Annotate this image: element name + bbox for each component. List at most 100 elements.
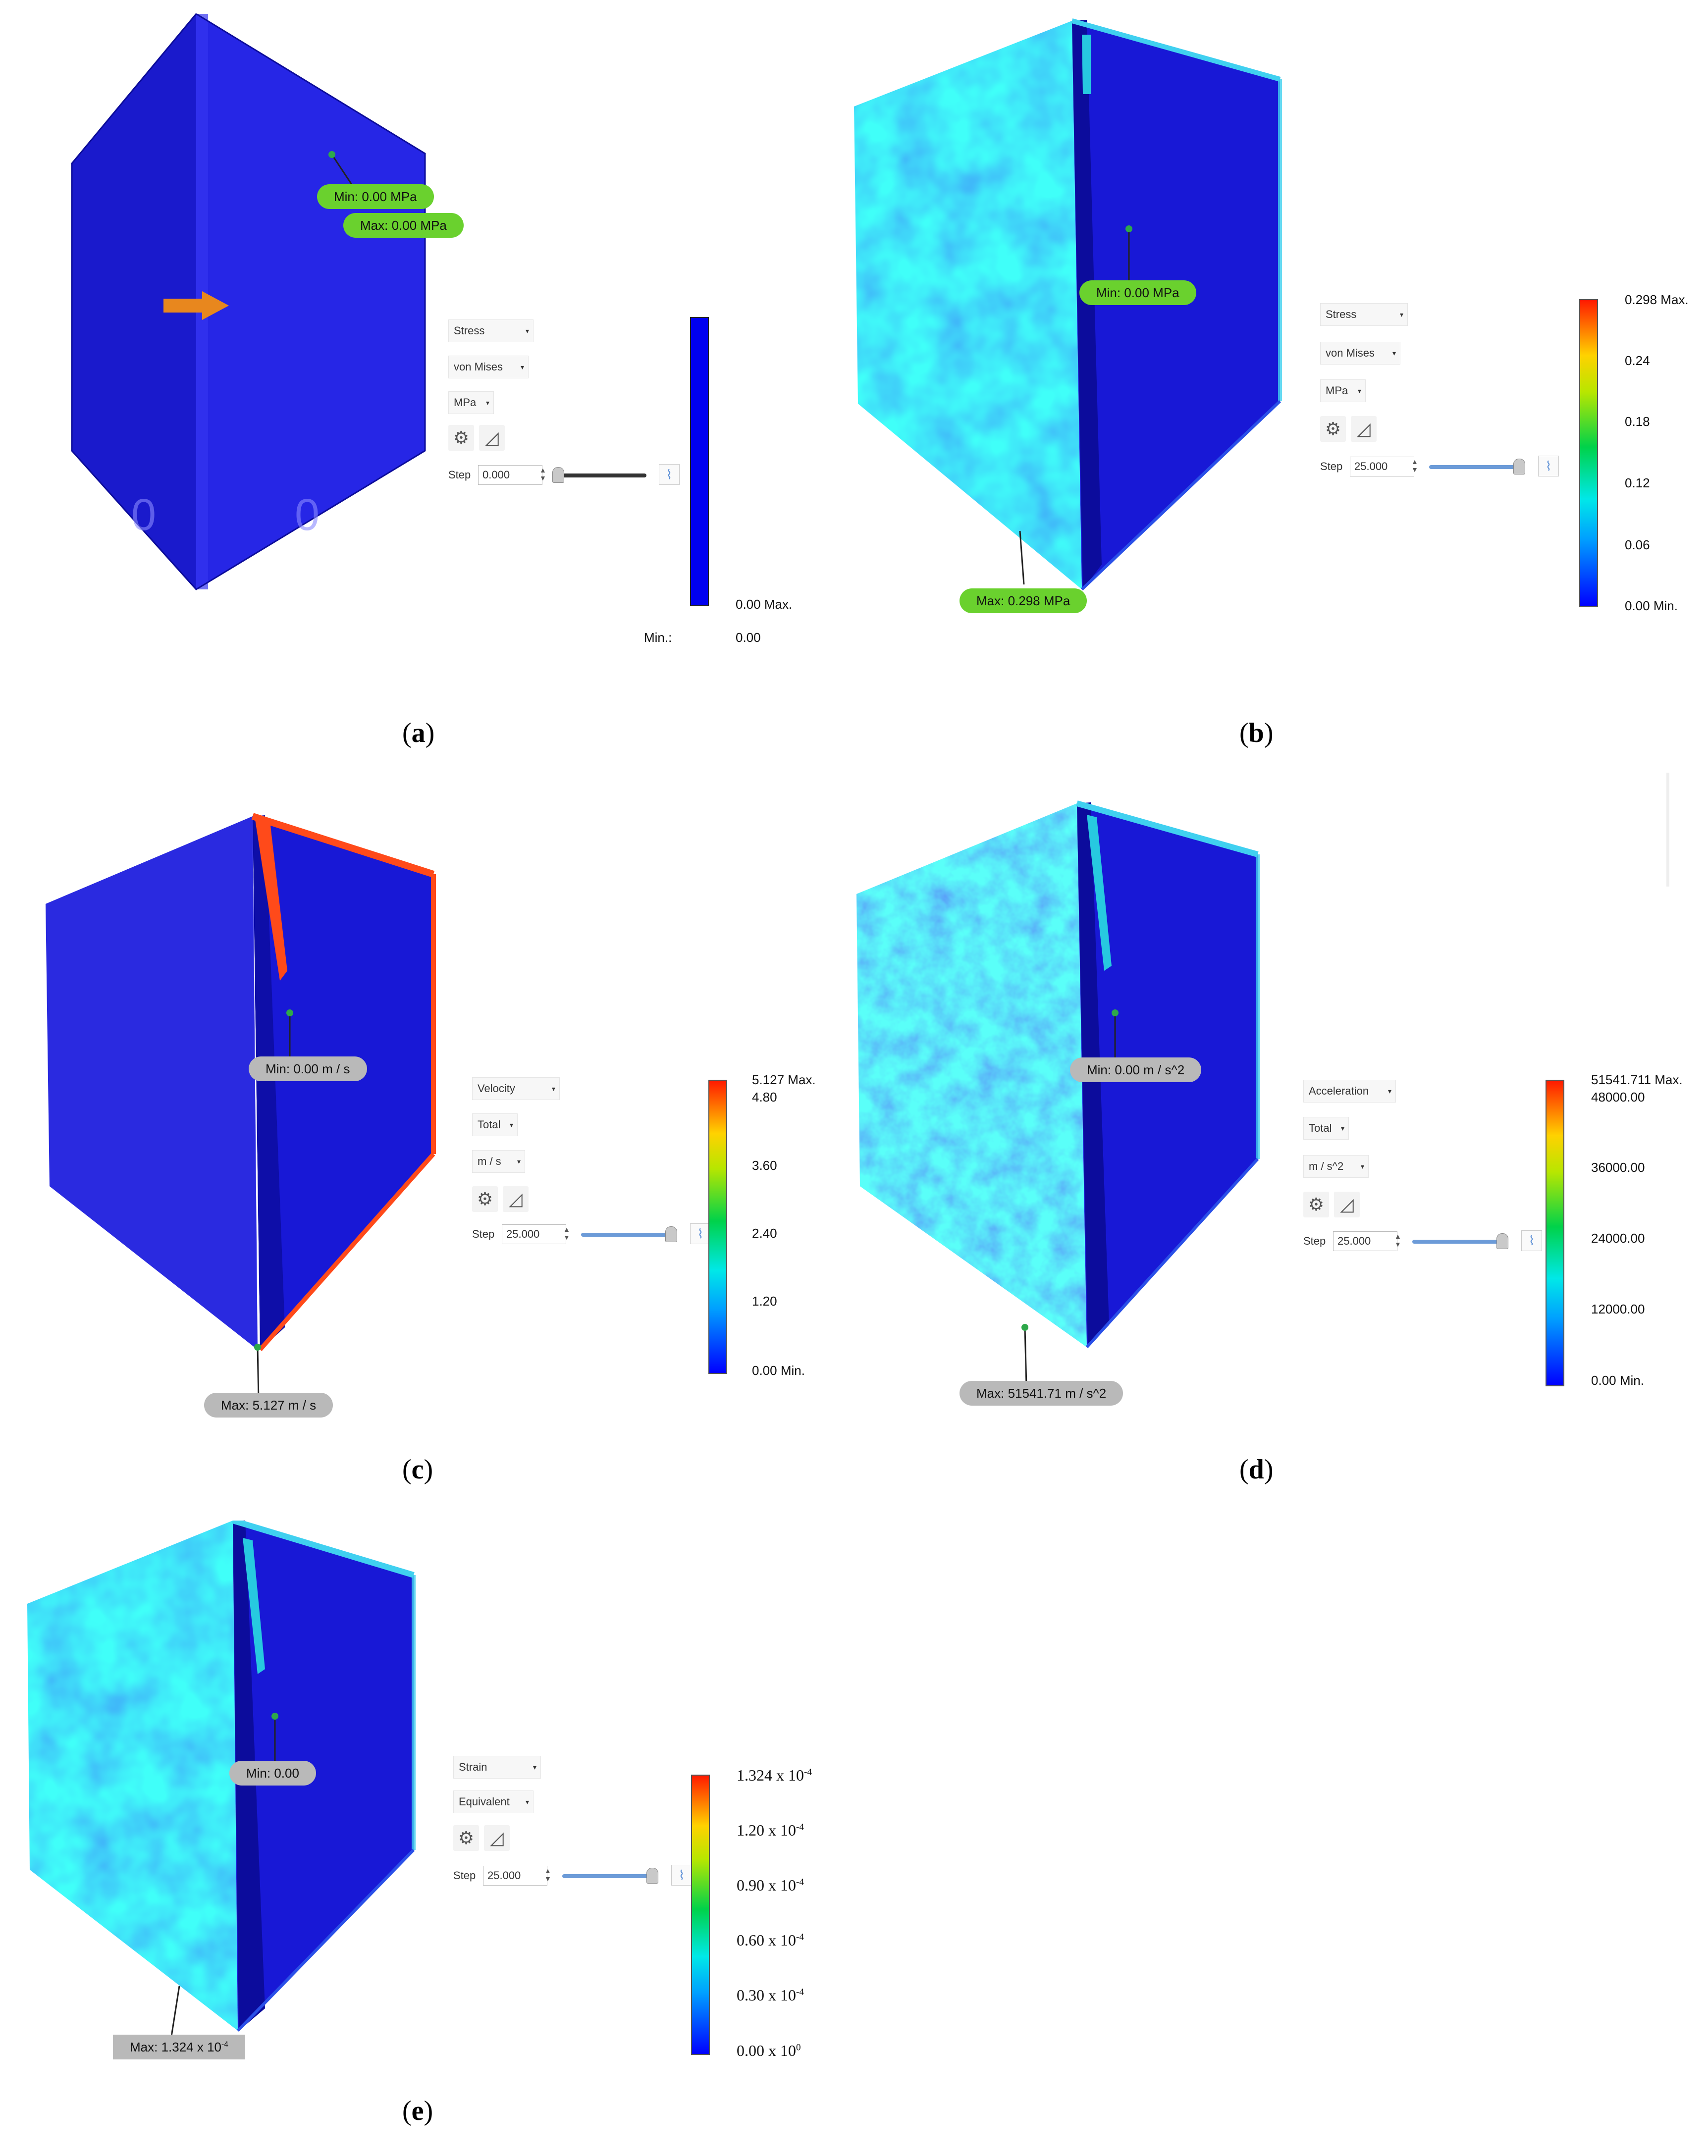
min-value-tag: Min: 0.00	[229, 1761, 316, 1786]
chevron-down-icon: ▾	[1388, 1087, 1391, 1095]
unit-dropdown[interactable]: MPa ▾	[448, 391, 494, 414]
tool-icons: ⚙ ◿	[472, 1186, 534, 1212]
chevron-down-icon: ▾	[517, 1157, 521, 1165]
section-icon[interactable]: ◿	[479, 425, 505, 451]
chevron-down-icon: ▾	[485, 399, 489, 407]
step-slider-handle[interactable]	[552, 467, 564, 483]
step-slider[interactable]	[1429, 465, 1518, 469]
component-dropdown[interactable]: von Mises ▾	[1320, 342, 1400, 365]
step-slider-handle[interactable]	[1513, 459, 1525, 474]
section-icon[interactable]: ◿	[503, 1186, 529, 1212]
step-spinner[interactable]: ▲ ▼	[563, 1225, 570, 1241]
unit-dropdown[interactable]: MPa ▾	[1320, 379, 1366, 402]
model-view-c[interactable]	[0, 763, 854, 1426]
model-view-e[interactable]	[0, 1521, 854, 2075]
step-spinner[interactable]: ▲ ▼	[1394, 1232, 1401, 1248]
result-type-dropdown[interactable]: Stress ▾	[1320, 303, 1408, 326]
legend-label: 3.60	[752, 1158, 777, 1173]
panel-c: Min: 0.00 m / s Max: 5.127 m / s Velocit…	[0, 763, 854, 1521]
model-view-d[interactable]	[854, 763, 1708, 1426]
model-view-a[interactable]: 0 0	[0, 0, 854, 654]
step-slider[interactable]	[581, 1233, 670, 1237]
gear-icon[interactable]: ⚙	[1303, 1192, 1329, 1217]
step-input[interactable]: 25.000	[1333, 1231, 1397, 1251]
graph-icon[interactable]: ⌇	[1538, 456, 1559, 476]
step-slider-handle[interactable]	[665, 1226, 677, 1242]
tool-icons: ⚙ ◿	[448, 425, 510, 451]
min-value-tag: Min: 0.00 m / s	[249, 1056, 367, 1081]
chevron-down-icon: ▾	[551, 1085, 555, 1093]
graph-icon[interactable]: ⌇	[671, 1865, 692, 1886]
panel-e: Min: 0.00 Max: 1.324 x 10-4 Strain ▾ Equi…	[0, 1521, 854, 2156]
legend-label: 0.00 x 100	[737, 2042, 801, 2059]
model-view-b[interactable]	[854, 0, 1708, 654]
legend-label: 0.00 Min.	[1591, 1373, 1644, 1388]
max-value-tag: Max: 0.298 MPa	[960, 588, 1087, 613]
result-type-dropdown[interactable]: Velocity ▾	[472, 1077, 560, 1100]
legend-label: 1.20	[752, 1294, 777, 1309]
gear-icon[interactable]: ⚙	[1320, 416, 1346, 442]
result-type-dropdown[interactable]: Stress ▾	[448, 319, 534, 342]
graph-icon[interactable]: ⌇	[1521, 1230, 1542, 1251]
step-slider[interactable]	[1412, 1240, 1501, 1244]
step-slider-handle[interactable]	[1496, 1233, 1508, 1249]
section-icon[interactable]: ◿	[1351, 416, 1377, 442]
step-slider[interactable]	[557, 473, 646, 477]
panel-caption: (c)	[402, 1454, 433, 1485]
step-input[interactable]: 25.000	[1350, 457, 1414, 476]
step-slider-handle[interactable]	[646, 1868, 658, 1884]
legend-label: 5.127 Max.	[752, 1072, 816, 1087]
panel-b: Min: 0.00 MPa Max: 0.298 MPa Stress ▾ von…	[854, 0, 1708, 763]
color-legend	[691, 1775, 710, 2055]
step-control: Step 25.000 ▲ ▼ ⌇	[1303, 1230, 1542, 1252]
legend-label: 12000.00	[1591, 1302, 1645, 1316]
step-spinner[interactable]: ▲ ▼	[1411, 458, 1418, 473]
step-input[interactable]: 25.000	[502, 1224, 566, 1244]
legend-label: 51541.711 Max.	[1591, 1072, 1683, 1087]
gear-icon[interactable]: ⚙	[472, 1186, 498, 1212]
chevron-down-icon: ▾	[533, 1763, 536, 1771]
legend-label: 0.06	[1625, 537, 1650, 552]
chevron-down-icon: ▾	[525, 327, 529, 335]
component-dropdown[interactable]: von Mises ▾	[448, 356, 529, 378]
graph-icon[interactable]: ⌇	[690, 1223, 711, 1244]
component-dropdown[interactable]: Total ▾	[1303, 1117, 1349, 1140]
legend-label: 48000.00	[1591, 1090, 1645, 1104]
graph-icon[interactable]: ⌇	[659, 464, 680, 485]
chevron-down-icon: ▾	[1340, 1124, 1344, 1132]
step-input[interactable]: 25.000	[483, 1866, 547, 1886]
chevron-down-icon: ▾	[509, 1121, 513, 1129]
svg-text:0: 0	[295, 490, 320, 540]
section-icon[interactable]: ◿	[1334, 1192, 1360, 1217]
component-dropdown[interactable]: Total ▾	[472, 1113, 518, 1136]
section-icon[interactable]: ◿	[484, 1825, 510, 1851]
chevron-down-icon: ▾	[525, 1798, 529, 1806]
min-label: Min.:	[644, 630, 672, 645]
step-control: Step 25.000 ▲ ▼ ⌇	[453, 1865, 692, 1887]
unit-dropdown[interactable]: m / s^2 ▾	[1303, 1155, 1369, 1178]
tool-icons: ⚙ ◿	[1303, 1192, 1365, 1217]
divider	[1666, 773, 1669, 887]
step-spinner[interactable]: ▲ ▼	[539, 466, 546, 482]
result-type-dropdown[interactable]: Strain ▾	[453, 1756, 541, 1779]
legend-label: 0.30 x 10-4	[737, 1986, 804, 2004]
gear-icon[interactable]: ⚙	[448, 425, 474, 451]
component-dropdown[interactable]: Equivalent ▾	[453, 1790, 534, 1813]
panel-caption: (d)	[1239, 1454, 1274, 1485]
step-control: Step 25.000 ▲ ▼ ⌇	[472, 1223, 711, 1245]
panel-d: Min: 0.00 m / s^2 Max: 51541.71 m / s^2 …	[854, 763, 1708, 1521]
step-spinner[interactable]: ▲ ▼	[544, 1867, 551, 1883]
panel-caption: (b)	[1239, 718, 1274, 748]
color-legend	[1579, 299, 1598, 607]
gear-icon[interactable]: ⚙	[453, 1825, 479, 1851]
chevron-down-icon: ▾	[1399, 311, 1403, 318]
min-value-tag: Min: 0.00 MPa	[317, 184, 434, 209]
max-value-tag: Max: 1.324 x 10-4	[113, 2035, 245, 2059]
unit-dropdown[interactable]: m / s ▾	[472, 1150, 525, 1173]
result-type-dropdown[interactable]: Acceleration ▾	[1303, 1080, 1396, 1103]
step-slider[interactable]	[562, 1874, 651, 1878]
legend-label: 0.298 Max.	[1625, 292, 1689, 307]
legend-label: 0.18	[1625, 414, 1650, 429]
max-value-tag: Max: 51541.71 m / s^2	[960, 1381, 1123, 1406]
step-input[interactable]: 0.000	[478, 465, 542, 485]
